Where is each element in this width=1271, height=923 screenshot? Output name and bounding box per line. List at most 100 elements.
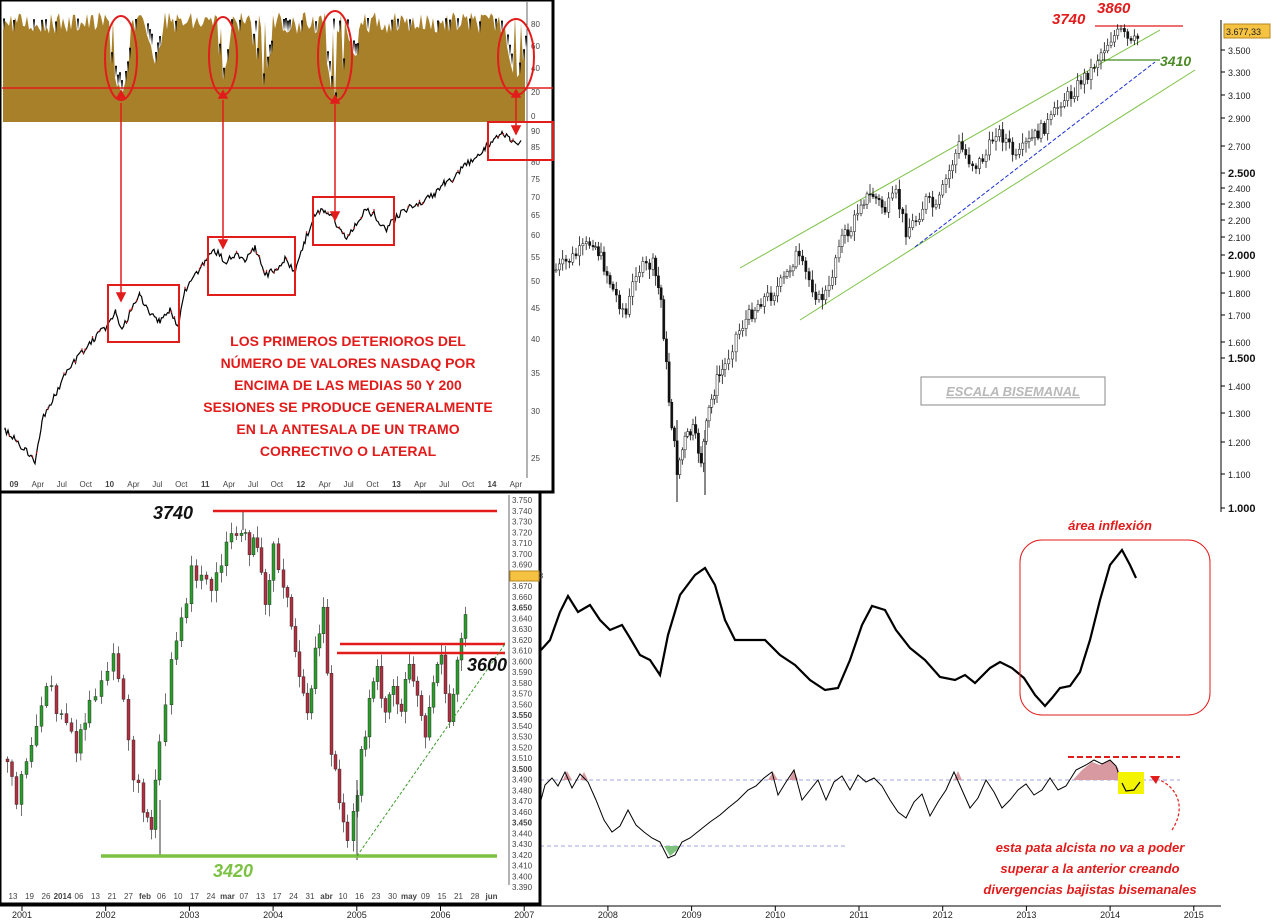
oscillator-line	[540, 548, 1137, 708]
main-candles	[554, 24, 1140, 502]
box-2	[207, 236, 296, 296]
price-y-tick: 85	[531, 143, 540, 152]
inset-bottom-y-tick: 3.510	[512, 754, 533, 763]
main-y-tick: 3.100	[1228, 91, 1251, 101]
overbought-fill	[1073, 760, 1122, 780]
inset-bottom-y-tick: 3.500	[512, 765, 533, 774]
breadth-y-tick: 20	[531, 88, 540, 97]
note-arrow	[1159, 779, 1180, 831]
inset-bottom-x-tick: 24	[207, 892, 216, 901]
price-y-tick: 65	[531, 211, 540, 220]
main-y-tick: 1.600	[1228, 338, 1251, 348]
main-price-panel: 3.500 3.300 3.100 2.900 2.700 2.500 2.400 2.300…	[554, 0, 1271, 515]
inset-bottom-x-tick: 30	[388, 892, 397, 901]
inset-bottom-y-tick: 3.640	[512, 614, 533, 623]
inset-top-x-tick: Jul	[248, 480, 258, 489]
inset-bottom-y-tick: 3.620	[512, 636, 533, 645]
inset-bottom-y-tick: 3.550	[512, 711, 533, 720]
main-y-axis: 3.500 3.300 3.100 2.900 2.700 2.500 2.400 2.300…	[1221, 46, 1256, 515]
inset-bottom-y-tick: 3.530	[512, 733, 533, 742]
inset-label-3600: 3600	[467, 655, 507, 675]
main-x-tick: 2003	[179, 910, 199, 920]
inflection-area-title: área inflexión	[1068, 518, 1152, 533]
inset-bottom-x-tick: 07	[240, 892, 249, 901]
main-y-tick: 2.900	[1228, 114, 1251, 124]
text-line-2: NÚMERO DE VALORES NASDAQ POR	[221, 354, 476, 371]
inset-bottom-y-tick: 3.480	[512, 786, 533, 795]
label-3860: 3860	[1097, 0, 1131, 17]
inset-bottom-y-tick: 3.450	[512, 819, 533, 828]
inset-bottom-x-tick: 17	[273, 892, 282, 901]
inset-top-x-tick: 09	[10, 480, 19, 489]
inset-top-x-tick: Apr	[414, 480, 427, 489]
main-x-tick: 2009	[682, 910, 702, 920]
main-x-tick: 2005	[347, 910, 367, 920]
main-y-tick: 2.500	[1228, 168, 1256, 180]
inset-bottom-y-tick: 3.630	[512, 625, 533, 634]
main-y-tick: 1.400	[1228, 382, 1251, 392]
breadth-y-tick: 40	[531, 64, 540, 73]
main-y-tick: 1.700	[1228, 311, 1251, 321]
inset-bottom-x-tick: 16	[355, 892, 364, 901]
inset-top-x-tick: Oct	[79, 480, 92, 489]
inset-bottom-x-tick: 17	[190, 892, 199, 901]
main-y-tick: 1.100	[1228, 470, 1251, 480]
support-trendline	[914, 61, 1156, 248]
main-y-tick: 2.300	[1228, 200, 1251, 210]
note-line-3: divergencias bajistas bisemanales	[983, 882, 1196, 897]
breadth-area	[3, 12, 525, 123]
inset-bottom-y-tick: 3.400	[512, 872, 533, 881]
inset-top-x-tick: Apr	[318, 480, 331, 489]
inset-bottom-y-tick: 3.650	[512, 604, 533, 613]
main-x-tick: 2011	[849, 910, 868, 920]
main-y-tick: 1.500	[1228, 353, 1256, 365]
main-y-tick: 1.200	[1228, 438, 1251, 448]
inset-bottom-y-tick: 3.520	[512, 743, 533, 752]
inset-top-x-tick: 14	[488, 480, 497, 489]
breadth-y-tick: 80	[531, 20, 540, 29]
note-line-2: superar a la anterior creando	[1000, 861, 1179, 876]
price-y-tick: 50	[531, 277, 540, 286]
text-line-1: LOS PRIMEROS DETERIOROS DEL	[230, 333, 466, 349]
price-y-tick: 70	[531, 193, 540, 202]
inset-top-x-tick: 12	[296, 480, 305, 489]
circle-1	[104, 15, 138, 101]
main-x-tick: 2012	[933, 910, 953, 920]
inset-bottom-x-tick: 23	[372, 892, 381, 901]
inset-top-x-tick: 11	[201, 480, 210, 489]
main-x-tick: 2014	[1100, 910, 1120, 920]
inset-bottom-x-tick: 09	[421, 892, 430, 901]
text-line-4: SESIONES SE PRODUCE GENERALMENTE	[203, 399, 492, 415]
inset-bottom-x-tick: 13	[256, 892, 265, 901]
main-y-tick: 1.800	[1228, 289, 1251, 299]
inset-bottom-y-tick: 3.740	[512, 507, 533, 516]
breadth-y-tick: 60	[531, 42, 540, 51]
main-y-tick: 3.500	[1228, 46, 1251, 56]
inset-top-x-tick: Jul	[57, 480, 67, 489]
inset-bottom-x-tick: 13	[9, 892, 18, 901]
box-4	[487, 121, 554, 161]
text-line-5: EN LA ANTESALA DE UN TRAMO	[236, 421, 459, 437]
channel-lower-line	[799, 69, 1196, 321]
inset-bottom-y-tick: 3.410	[512, 862, 533, 871]
inset-bottom-y-tick: 3.610	[512, 647, 533, 656]
price-y-tick: 25	[531, 454, 540, 463]
inset-top-x-tick: Jul	[439, 480, 449, 489]
inset-top-x-tick: Apr	[32, 480, 45, 489]
inset-bottom-y-tick: 3.490	[512, 776, 533, 785]
inset-bottom-y-tick: 3.430	[512, 840, 533, 849]
inset-bottom-x-tick: 15	[438, 892, 447, 901]
inset-bottom-x-tick: 10	[339, 892, 348, 901]
main-last-price: 3.677,33	[1226, 27, 1261, 37]
inset-top-x-tick: Oct	[366, 480, 379, 489]
inset-bottom-x-tick: may	[401, 892, 418, 901]
inset-bottom-x-tick: 13	[91, 892, 100, 901]
main-y-tick: 1.900	[1228, 269, 1251, 279]
inset-bottom-y-tick: 3.690	[512, 561, 533, 570]
inset-top-text: LOS PRIMEROS DETERIOROS DEL NÚMERO DE VA…	[203, 333, 492, 459]
inset-bottom-x-tick: abr	[320, 892, 332, 901]
box-3	[312, 196, 395, 246]
price-y-tick: 60	[531, 231, 540, 240]
inset-label-3420: 3420	[213, 861, 253, 881]
inset-bottom-x-tick: 06	[157, 892, 166, 901]
